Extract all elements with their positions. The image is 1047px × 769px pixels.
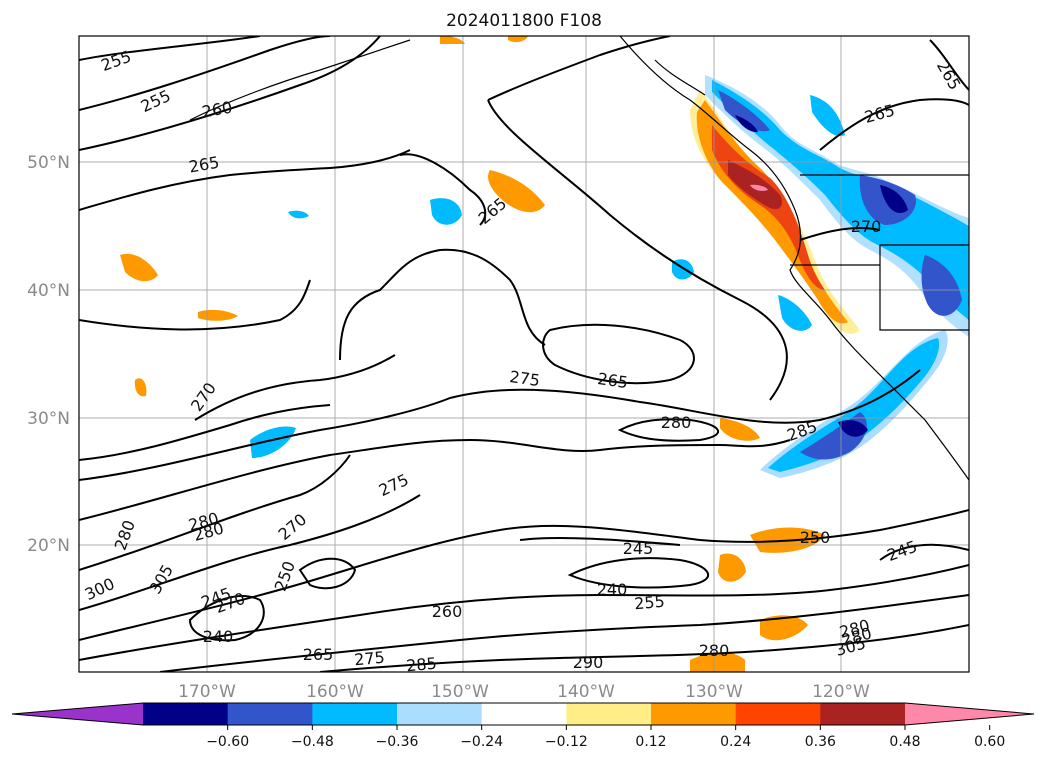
lat-label-50n: 50°N <box>27 153 70 173</box>
lon-label-120w: 120°W <box>812 682 870 702</box>
colorbar-tick-label: −0.24 <box>460 734 503 750</box>
blob-orange-1 <box>120 253 158 282</box>
colorbar-extend-low <box>12 703 143 725</box>
colorbar-swatch <box>651 703 737 725</box>
lat-label-40n: 40°N <box>27 281 70 301</box>
blob-orange-7 <box>718 553 746 582</box>
longitude-labels: 170°W 160°W 150°W 140°W 130°W 120°W <box>178 682 870 702</box>
blob-orange-11 <box>508 36 528 43</box>
contour-label: 290 <box>573 653 604 672</box>
map-frame <box>78 35 970 673</box>
lon-label-160w: 160°W <box>306 682 364 702</box>
colorbar-tick-label: 0.36 <box>805 734 836 750</box>
shade-darkred <box>728 160 782 210</box>
blob-orange-10 <box>440 36 465 44</box>
colorbar-tick-label: 0.12 <box>635 734 666 750</box>
shade-blue-2 <box>810 95 845 137</box>
contour-label: 240 <box>203 627 234 646</box>
colorbar-swatch <box>143 703 229 725</box>
contour-label: 250 <box>800 528 831 547</box>
contour-lines <box>79 36 969 672</box>
lon-label-150w: 150°W <box>431 682 489 702</box>
contour-label: 255 <box>633 592 665 614</box>
blob-orange-9 <box>690 652 745 672</box>
shade-midblue-3 <box>921 255 962 316</box>
colorbar-tick-label: −0.12 <box>545 734 588 750</box>
figure-title: 2024011800 F108 <box>446 11 602 31</box>
blob-blue-5 <box>288 210 309 219</box>
colorbar-tick-label: 0.60 <box>974 734 1005 750</box>
contour-label: 245 <box>623 539 654 558</box>
blob-blue-2 <box>250 426 296 458</box>
blob-orange-8 <box>760 615 808 641</box>
colorbar-swatch <box>397 703 483 725</box>
shade-darkblue <box>735 115 758 133</box>
contour-label: 265 <box>596 369 629 392</box>
map-gridlines <box>79 36 969 672</box>
colorbar-outline <box>11 702 1035 726</box>
colorbar-tick-label: 0.24 <box>720 734 751 750</box>
lat-label-30n: 30°N <box>27 409 70 429</box>
coastlines <box>189 36 969 481</box>
colorbar-extend-high <box>905 703 1034 725</box>
colorbar-swatch <box>312 703 398 725</box>
shade-blue-3 <box>768 338 940 472</box>
shade-darkblue-3 <box>838 420 868 437</box>
colorbar-swatch <box>227 703 313 725</box>
lon-label-130w: 130°W <box>685 682 743 702</box>
lon-label-170w: 170°W <box>178 682 236 702</box>
contour-label: 280 <box>661 413 692 432</box>
contour-label: 280 <box>699 641 730 660</box>
shade-darkblue-2 <box>880 185 908 213</box>
colorbar: −0.60 −0.48 −0.36 −0.24 −0.12 0.12 0.24 0.36 0.4… <box>11 702 1035 750</box>
colorbar-swatch <box>481 703 567 725</box>
colorbar-swatch <box>820 703 906 725</box>
contour-label: 240 <box>597 580 628 599</box>
contour-label: 275 <box>353 648 385 670</box>
colorbar-tick-label: −0.48 <box>291 734 334 750</box>
blob-orange-4 <box>488 170 545 213</box>
blob-orange-3 <box>134 378 147 397</box>
colorbar-tick-label: −0.60 <box>206 734 249 750</box>
colorbar-swatch <box>735 703 821 725</box>
lat-label-20n: 20°N <box>27 536 70 556</box>
colorbar-swatch <box>566 703 652 725</box>
contour-label: 285 <box>405 654 437 676</box>
shade-midblue <box>718 90 770 132</box>
colorbar-tick-label: −0.36 <box>376 734 419 750</box>
colorbar-tick-label: 0.48 <box>889 734 920 750</box>
latitude-labels: 50°N 40°N 30°N 20°N <box>27 153 70 556</box>
contour-label: 265 <box>303 645 334 664</box>
blob-orange-2 <box>198 309 238 321</box>
blob-blue-4 <box>778 295 812 331</box>
contour-label: 260 <box>432 602 463 621</box>
contour-label: 275 <box>508 367 541 390</box>
lon-label-140w: 140°W <box>557 682 615 702</box>
shaded-field <box>120 36 969 672</box>
blob-blue-1 <box>430 198 462 225</box>
shade-pink <box>750 184 768 191</box>
contour-label: 270 <box>851 217 882 236</box>
blob-orange-5 <box>720 418 760 441</box>
